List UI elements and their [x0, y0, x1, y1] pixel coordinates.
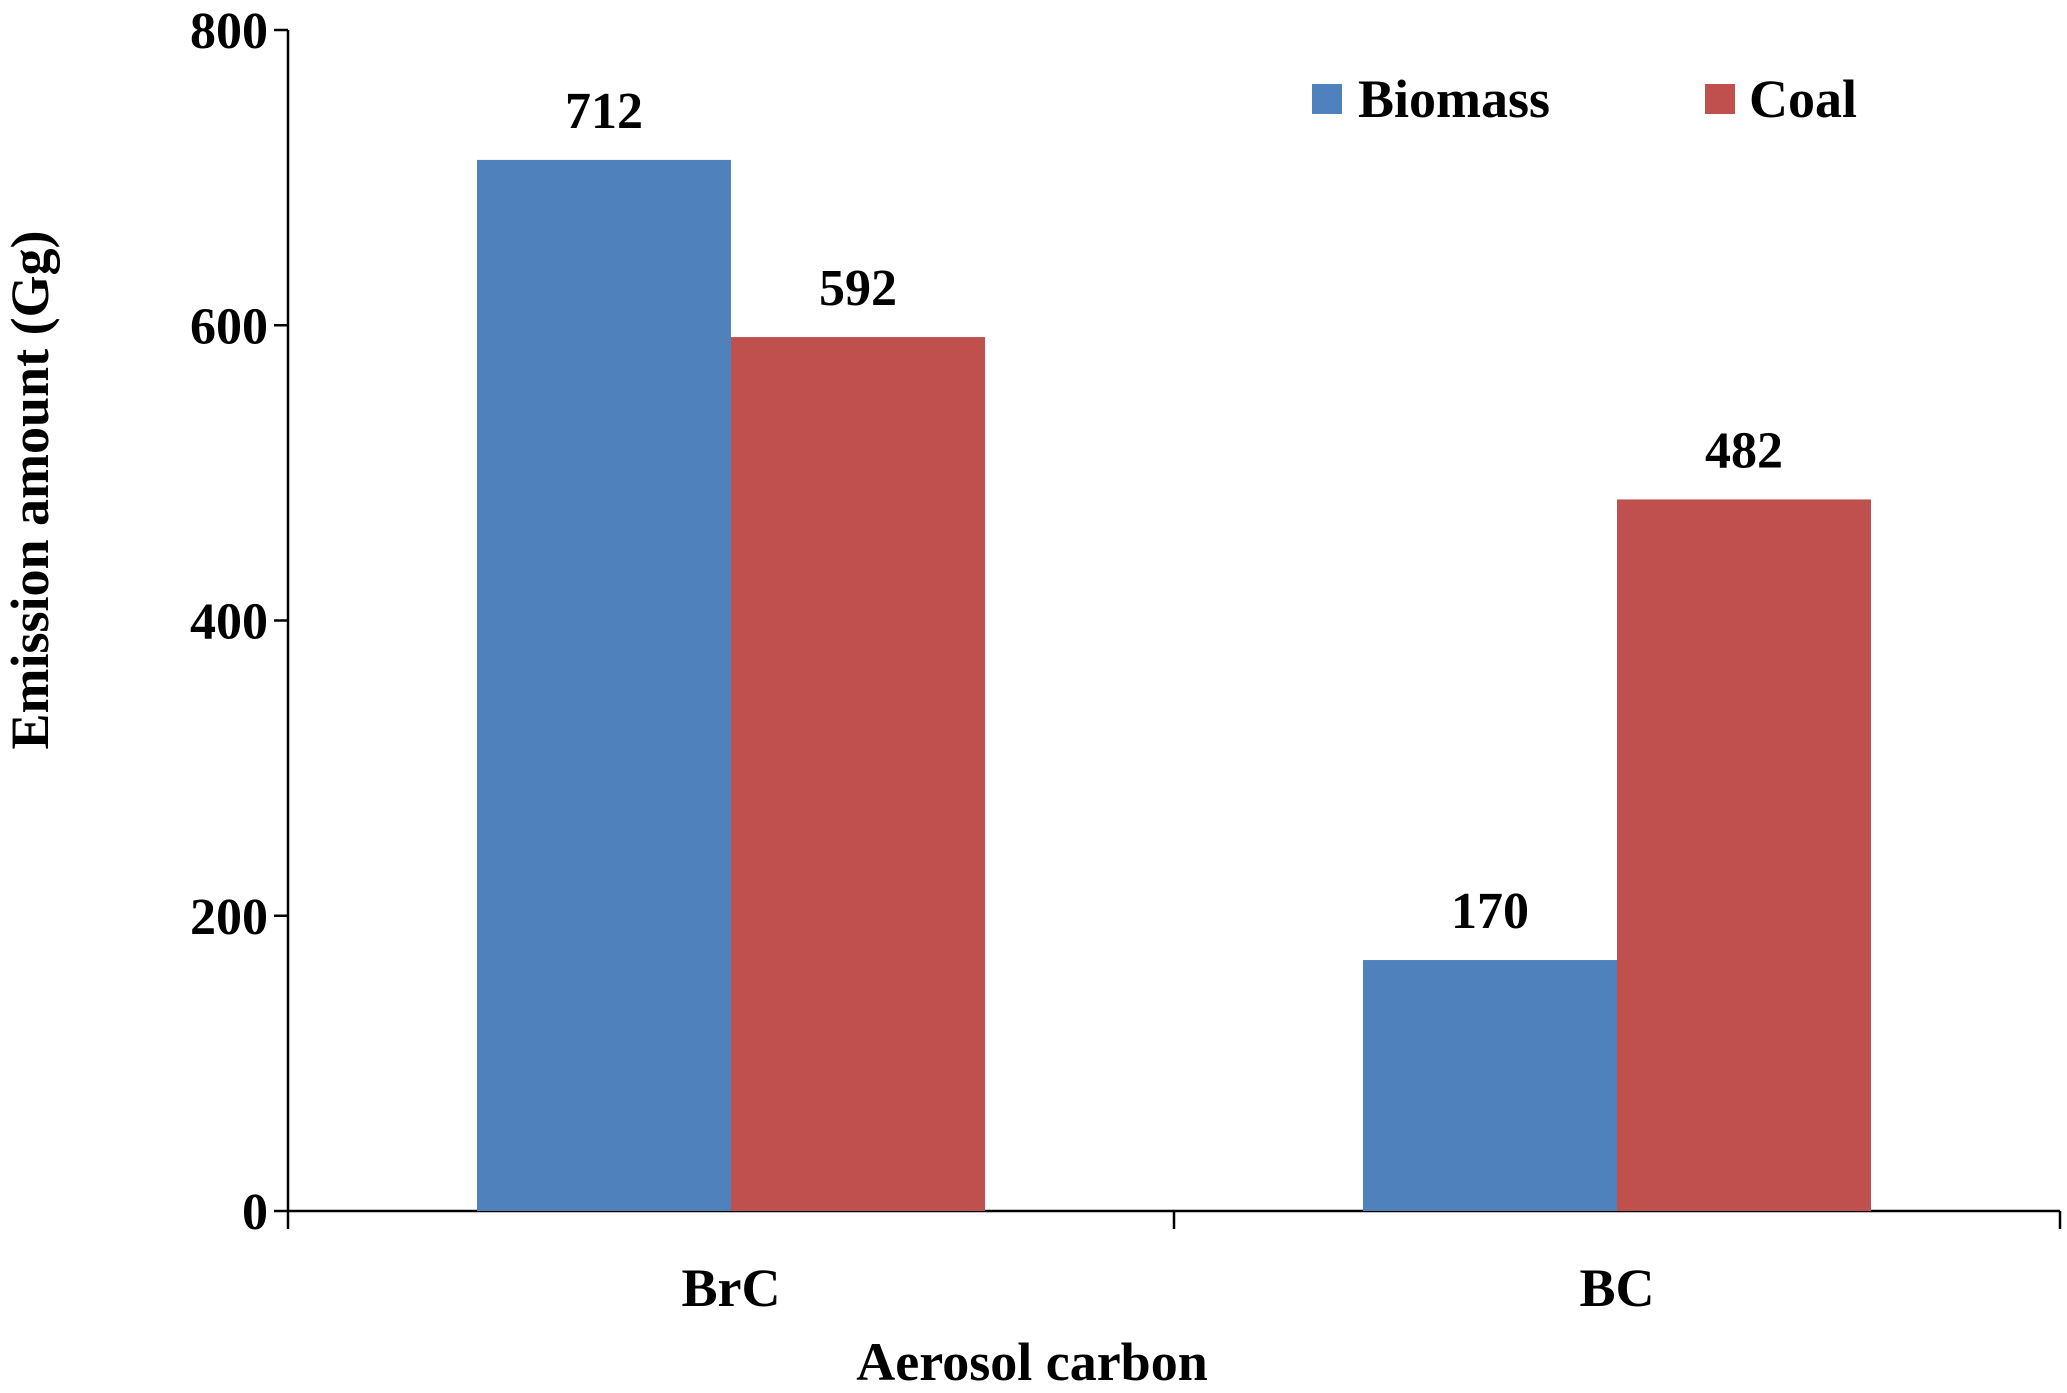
legend-swatch-biomass: [1312, 84, 1342, 114]
data-label: 592: [819, 260, 897, 317]
y-tick-label: 0: [242, 1184, 268, 1241]
data-label: 170: [1451, 883, 1529, 940]
y-tick-label: 800: [190, 3, 268, 60]
y-axis-title: Emission amount (Gg): [0, 230, 60, 749]
x-tick-label: BC: [1579, 1258, 1654, 1318]
data-label: 482: [1705, 422, 1783, 479]
y-tick-label: 600: [190, 298, 268, 355]
y-tick-label: 400: [190, 594, 268, 651]
legend-label-coal: Coal: [1749, 69, 1857, 129]
x-tick-label: BrC: [682, 1258, 781, 1318]
data-labels: 712 592 170 482: [565, 83, 1783, 940]
legend: Biomass Coal: [1312, 69, 1857, 129]
x-axis-title: Aerosol carbon: [856, 1332, 1207, 1392]
bar-coal-brc: [731, 337, 985, 1211]
legend-swatch-coal: [1705, 84, 1735, 114]
bar-biomass-brc: [477, 159, 731, 1211]
bar-biomass-bc: [1363, 960, 1617, 1211]
bars: [477, 159, 1871, 1211]
legend-label-biomass: Biomass: [1358, 69, 1550, 129]
y-tick-label: 200: [190, 889, 268, 946]
data-label: 712: [565, 83, 643, 140]
y-axis: 0 200 400 600 800: [190, 3, 290, 1241]
x-axis: BrC BC: [286, 1209, 2062, 1318]
bar-coal-bc: [1617, 499, 1871, 1211]
